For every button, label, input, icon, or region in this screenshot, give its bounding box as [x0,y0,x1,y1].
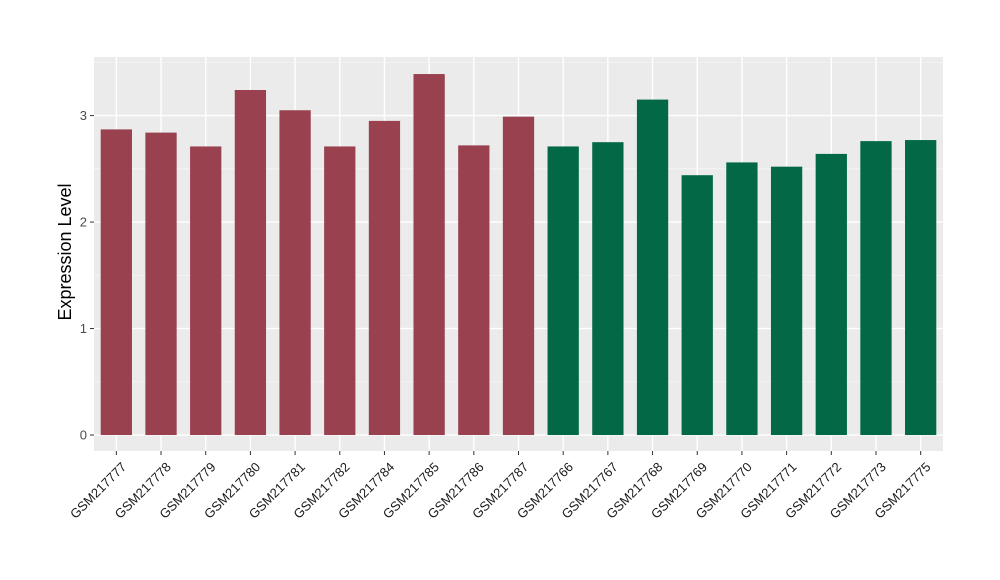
bar-GSM217780 [234,90,267,436]
bar-GSM217767 [592,142,624,436]
bar-GSM217771 [770,166,803,436]
bar-GSM217787 [502,116,535,436]
y-axis: 0 1 2 3 [80,108,94,443]
bar-GSM217770 [726,162,758,436]
bar-GSM217769 [681,175,713,436]
bar-GSM217785 [413,74,445,436]
bar-GSM217772 [815,153,847,436]
bars [100,74,937,436]
bar-GSM217779 [190,146,222,436]
y-tick-label: 0 [80,428,87,443]
bar-GSM217766 [547,146,579,436]
bar-GSM217782 [324,146,356,436]
y-tick-label: 1 [80,321,87,336]
bar-GSM217786 [458,145,490,436]
y-tick-label: 3 [80,108,87,123]
y-axis-title: Expression Level [55,183,75,320]
y-tick-label: 2 [80,215,87,230]
bar-GSM217777 [100,129,132,436]
bar-GSM217784 [368,120,401,436]
x-axis: GSM217777GSM217778GSM217779GSM217780GSM2… [67,451,934,522]
bar-GSM217778 [145,132,177,436]
bar-GSM217781 [279,110,311,436]
bar-GSM217773 [860,141,892,436]
bar-GSM217775 [905,140,937,436]
bar-GSM217768 [636,99,669,436]
